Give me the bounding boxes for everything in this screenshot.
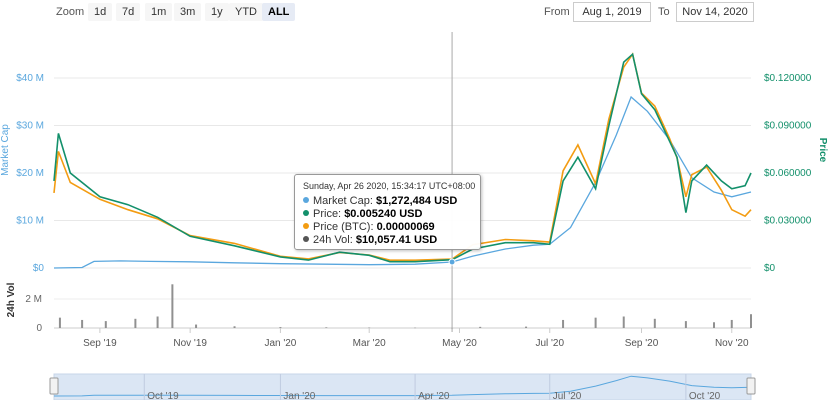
price-axis: $0 $0.030000 $0.060000 $0.090000 $0.120000 [764, 73, 812, 274]
market-cap-tick-label: $0 [33, 263, 45, 274]
price-tick-label: $0.090000 [764, 121, 812, 132]
zoom-3m-button[interactable]: 3m [174, 3, 202, 21]
time-tick-label: Sep '20 [625, 338, 659, 349]
volume-axis-title: 24h Vol [6, 282, 17, 317]
navigator-tick-label: Oct '19 [147, 391, 179, 400]
volume-bar [368, 327, 371, 329]
time-tick-label: Jan '20 [264, 338, 296, 349]
tooltip-label: Price: [313, 208, 342, 220]
volume-bar [713, 322, 716, 328]
time-tick-label: Sep '19 [83, 338, 117, 349]
navigator-tick-label: Jan '20 [283, 391, 315, 400]
volume-bar [195, 324, 198, 328]
volume-tick-label: 0 [36, 323, 42, 334]
tooltip-value: $1,272,484 USD [375, 195, 458, 207]
market-cap-axis: $0 $10 M $20 M $30 M $40 M [16, 73, 44, 274]
zoom-all-button[interactable]: ALL [262, 3, 296, 21]
to-label: To [658, 6, 670, 18]
price-axis-title: Price [817, 138, 828, 163]
time-tick-label: Nov '19 [173, 338, 207, 349]
volume-bar [325, 327, 328, 328]
from-date-input[interactable] [573, 2, 651, 22]
tooltip-date: Sunday, Apr 26 2020, 15:34:17 UTC+08:00 [303, 181, 476, 191]
tooltip-value: $0.005240 USD [344, 208, 423, 220]
market-cap-dot-icon [303, 197, 309, 203]
volume-bars [58, 284, 752, 329]
navigator-left-handle[interactable] [49, 377, 59, 395]
market-cap-tick-label: $30 M [16, 121, 44, 132]
tooltip-row-price: Price: $0.005240 USD [303, 208, 422, 220]
volume-bar [171, 284, 174, 328]
tooltip-label: Market Cap: [313, 195, 373, 207]
tooltip-label: 24h Vol: [313, 234, 353, 246]
from-label: From [544, 6, 570, 18]
market-cap-axis-title: Market Cap [0, 124, 11, 176]
volume-bar [562, 319, 565, 328]
navigator-series-line [53, 375, 752, 397]
market-cap-tick-label: $10 M [16, 216, 44, 227]
price-tick-label: $0.030000 [764, 216, 812, 227]
time-tick-label: Nov '20 [715, 338, 749, 349]
zoom-label: Zoom [56, 6, 85, 18]
tooltip-row-market-cap: Market Cap: $1,272,484 USD [303, 195, 457, 207]
navigator[interactable]: Oct '19 Jan '20 Apr '20 Jul '20 Oct '20 [49, 373, 756, 400]
time-axis: Sep '19 Nov '19 Jan '20 Mar '20 May '20 Jul '… [83, 328, 749, 349]
navigator-right-handle[interactable] [746, 377, 756, 395]
time-tick-label: May '20 [442, 338, 477, 349]
zoom-ytd-button[interactable]: YTD [229, 3, 263, 21]
volume-bar [730, 319, 733, 328]
volume-bar [653, 318, 656, 328]
zoom-7d-button[interactable]: 7d [116, 3, 141, 21]
market-cap-tick-label: $20 M [16, 168, 44, 179]
hover-point-marker [448, 258, 456, 266]
volume-bar [279, 327, 282, 328]
price-tick-label: $0.120000 [764, 73, 812, 84]
volume-tick-label: 2 M [25, 294, 42, 305]
navigator-tick-label: Oct '20 [689, 391, 721, 400]
volume-bar [622, 316, 625, 328]
tooltip-value: 0.00000069 [376, 221, 435, 233]
tooltip-value: $10,057.41 USD [355, 234, 438, 246]
zoom-1d-button[interactable]: 1d [88, 3, 113, 21]
price-line [53, 52, 752, 263]
volume-axis: 0 2 M [25, 294, 42, 334]
volume-bar [81, 319, 84, 328]
navigator-tick-label: Jul '20 [553, 391, 582, 400]
to-date-input[interactable] [676, 2, 754, 22]
market-cap-tick-label: $40 M [16, 73, 44, 84]
volume-bar [414, 327, 417, 329]
volume-bar [684, 321, 687, 328]
price-btc-dot-icon [303, 223, 309, 229]
navigator-time-axis: Oct '19 Jan '20 Apr '20 Jul '20 Oct '20 [143, 374, 721, 400]
volume-dot-icon [303, 236, 309, 242]
volume-bar [525, 326, 528, 328]
navigator-tick-label: Apr '20 [418, 391, 450, 400]
tooltip: Sunday, Apr 26 2020, 15:34:17 UTC+08:00 … [294, 174, 481, 250]
volume-bar [104, 321, 107, 328]
tooltip-row-volume: 24h Vol: $10,057.41 USD [303, 234, 437, 246]
price-tick-label: $0 [764, 263, 776, 274]
tooltip-row-price-btc: Price (BTC): 0.00000069 [303, 221, 435, 233]
volume-bar [58, 317, 61, 328]
time-tick-label: Jul '20 [535, 338, 564, 349]
price-tick-label: $0.060000 [764, 168, 812, 179]
zoom-1m-button[interactable]: 1m [145, 3, 173, 21]
volume-bar [134, 318, 137, 328]
time-tick-label: Mar '20 [353, 338, 386, 349]
volume-bar [156, 316, 159, 328]
tooltip-label: Price (BTC): [313, 221, 374, 233]
zoom-1y-button[interactable]: 1y [205, 3, 229, 21]
price-dot-icon [303, 210, 309, 216]
volume-bar [594, 317, 597, 328]
volume-bar [479, 326, 482, 328]
range-selector-toolbar: Zoom 1d 7d 1m 3m 1y YTD ALL From To [0, 0, 830, 26]
volume-bar [750, 314, 752, 328]
volume-bar [233, 326, 236, 328]
